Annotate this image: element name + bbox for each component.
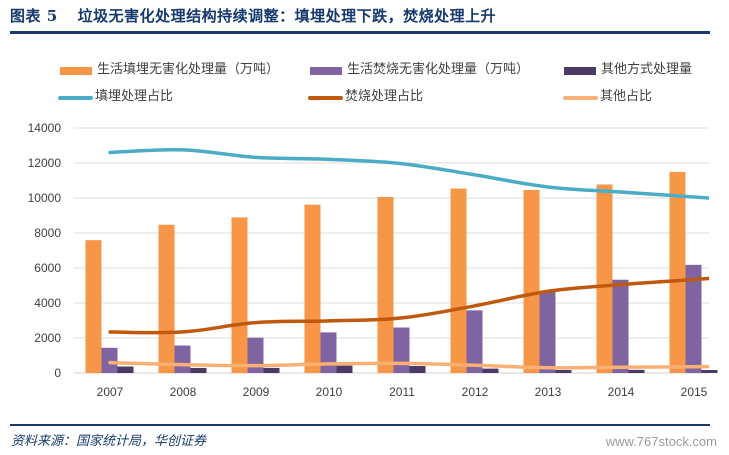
bar-other-volume	[701, 370, 718, 373]
legend-label: 生活填埋无害化处理量（万吨）	[97, 62, 280, 77]
legend-label: 其他方式处理量	[601, 62, 693, 77]
y-tick-label: 10000	[28, 191, 62, 205]
legend-label: 填埋处理占比	[95, 89, 174, 104]
bar-other-volume	[628, 369, 645, 373]
y-axis-ticks: 0 2000 4000 6000 8000 10000 12000 14000	[28, 121, 62, 380]
x-tick-label: 2009	[243, 385, 270, 399]
bar-other-volume	[117, 366, 134, 373]
bar-incineration-volume	[612, 279, 629, 373]
source-note: 资料来源：国家统计局，华创证券	[11, 434, 207, 449]
bar-other-volume	[263, 367, 280, 373]
legend-swatch-incineration-volume	[310, 67, 342, 75]
bar-other-volume	[482, 368, 499, 373]
bar-other-volume	[409, 366, 426, 373]
line-landfill-share	[108, 147, 709, 200]
bar-incineration-volume	[247, 337, 264, 373]
bar-other-volume	[336, 365, 353, 373]
bar-other-volume	[190, 367, 207, 373]
legend-label: 焚烧处理占比	[345, 89, 424, 104]
watermark: www.767stock.com	[605, 434, 717, 449]
legend-label: 生活焚烧无害化处理量（万吨）	[347, 62, 530, 77]
legend-swatch-landfill-volume	[60, 67, 92, 75]
title-rule	[10, 31, 710, 34]
bar-incineration-volume	[320, 332, 337, 373]
footer-rule	[10, 424, 710, 426]
y-tick-label: 4000	[34, 296, 61, 310]
bar-landfill-volume	[523, 189, 540, 373]
bar-incineration-volume	[174, 345, 191, 373]
legend-swatch-other-volume	[564, 67, 596, 75]
bar-landfill-volume	[231, 217, 248, 373]
x-tick-label: 2012	[462, 385, 489, 399]
y-tick-label: 0	[54, 366, 61, 380]
bar-landfill-volume	[377, 196, 394, 373]
x-axis-ticks: 2007 2008 2009 2010 2011 2012 2013 2014 2015	[97, 385, 708, 399]
bar-landfill-volume	[158, 224, 175, 373]
lines	[108, 147, 709, 370]
x-tick-label: 2010	[316, 385, 343, 399]
bar-incineration-volume	[685, 264, 702, 373]
legend-swatch-landfill-share	[58, 96, 93, 100]
x-tick-label: 2011	[389, 385, 415, 399]
x-tick-label: 2007	[97, 385, 124, 399]
bar-landfill-volume	[669, 171, 686, 373]
x-tick-label: 2008	[170, 385, 197, 399]
x-tick-label: 2013	[535, 385, 562, 399]
y-tick-label: 12000	[28, 156, 62, 170]
figure-title: 图表 5 垃圾无害化处理结构持续调整：填埋处理下跌，焚烧处理上升	[10, 5, 496, 27]
bar-incineration-volume	[393, 327, 410, 373]
figure-label: 图表 5	[10, 7, 58, 25]
y-tick-label: 6000	[34, 261, 61, 275]
legend-swatch-other-share	[563, 96, 598, 100]
y-tick-label: 2000	[34, 331, 61, 345]
bar-landfill-volume	[304, 204, 321, 373]
legend-swatch-incineration-share	[308, 96, 343, 100]
legend-label: 其他占比	[600, 89, 653, 104]
y-tick-label: 14000	[28, 121, 62, 135]
bar-incineration-volume	[101, 347, 118, 373]
bar-landfill-volume	[450, 188, 467, 373]
bar-landfill-volume	[85, 240, 102, 373]
x-tick-label: 2014	[608, 385, 635, 399]
bar-incineration-volume	[539, 291, 556, 373]
bar-landfill-volume	[596, 184, 613, 373]
line-incineration-share	[108, 276, 709, 335]
line-other-share	[108, 360, 709, 370]
figure-title-text: 垃圾无害化处理结构持续调整：填埋处理下跌，焚烧处理上升	[77, 7, 497, 25]
bar-incineration-volume	[466, 310, 483, 373]
x-tick-label: 2015	[681, 385, 708, 399]
y-tick-label: 8000	[34, 226, 61, 240]
bar-other-volume	[555, 370, 572, 373]
bars	[85, 171, 718, 373]
